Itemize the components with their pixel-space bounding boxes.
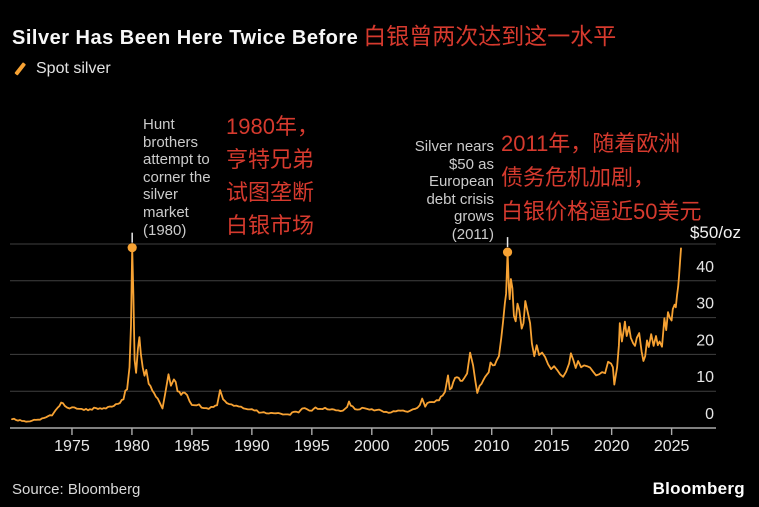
- x-tick-label: 2020: [594, 438, 630, 455]
- spot-silver-line: [12, 248, 681, 422]
- x-tick-label: 2000: [354, 438, 390, 455]
- x-tick-label: 1980: [114, 438, 150, 455]
- x-tick-label: 2010: [474, 438, 510, 455]
- y-tick-label: 30: [696, 296, 714, 313]
- x-tick-label: 1990: [234, 438, 270, 455]
- source-note: Source: Bloomberg: [12, 481, 140, 498]
- bloomberg-logo: Bloomberg: [653, 479, 745, 499]
- annotation-euro-crisis: Silver nears $50 as European debt crisis…: [380, 138, 494, 244]
- x-tick-label: 1975: [54, 438, 90, 455]
- x-tick-label: 1995: [294, 438, 330, 455]
- x-tick-label: 1985: [174, 438, 210, 455]
- y-tick-label: 0: [705, 406, 714, 423]
- peak-marker: [128, 243, 137, 252]
- annotation-hunt-brothers: Hunt brothers attempt to corner the silv…: [143, 116, 211, 239]
- bloomberg-silver-chart: Silver Has Been Here Twice Before 白银曾两次达…: [0, 0, 759, 507]
- y-tick-label: 40: [696, 259, 714, 276]
- x-tick-label: 2025: [654, 438, 690, 455]
- price-line-chart: 1975198019851990199520002005201020152020…: [0, 0, 759, 507]
- x-tick-label: 2005: [414, 438, 450, 455]
- peak-marker: [503, 247, 512, 256]
- y-tick-label: 20: [696, 332, 714, 349]
- y-tick-label: 10: [696, 369, 714, 386]
- x-tick-label: 2015: [534, 438, 570, 455]
- annotation-euro-crisis-chinese: 2011年，随着欧洲 债务危机加剧， 白银价格逼近50美元: [501, 127, 701, 229]
- annotation-hunt-brothers-chinese: 1980年， 亨特兄弟 试图垄断 白银市场: [226, 110, 319, 242]
